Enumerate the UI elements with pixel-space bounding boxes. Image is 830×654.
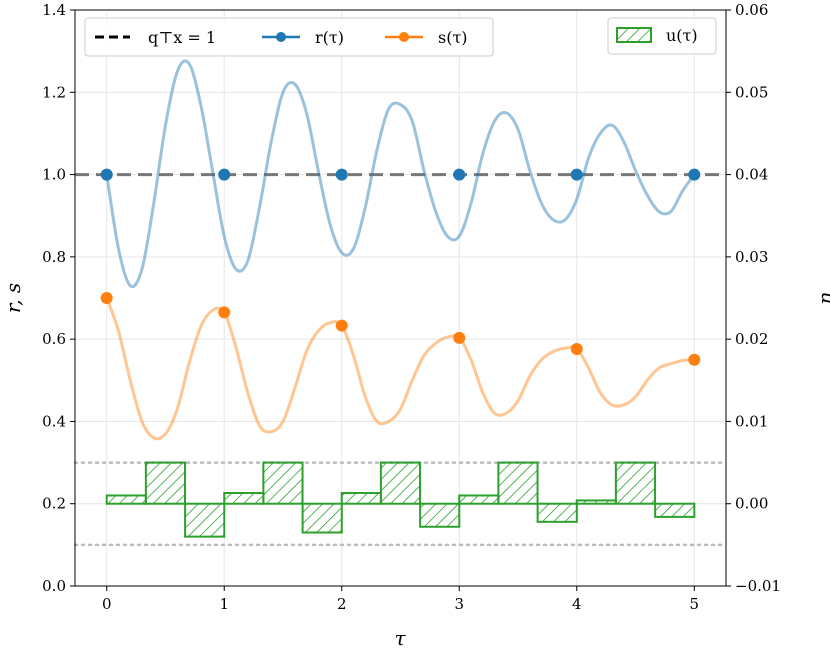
y-tick-label: 1.4 xyxy=(42,1,66,19)
y2-tick-label: 0.00 xyxy=(735,495,768,513)
legend-ref-label: q⊤x = 1 xyxy=(148,28,216,47)
y2-axis-label: u xyxy=(817,292,830,305)
legend-s-marker xyxy=(399,32,409,42)
y-tick-label: 0.2 xyxy=(42,495,66,513)
y-tick-label: 0.4 xyxy=(42,412,66,430)
s-marker xyxy=(218,306,231,319)
r-marker xyxy=(453,168,466,181)
x-tick-label: 3 xyxy=(454,595,464,613)
legend-right: u(τ) xyxy=(607,17,717,55)
ticks-layer: 0 1 2 3 4 5 0.0 0.2 0.4 0.6 0.8 1.0 1.2 1.4 −0.01 0.00 0… xyxy=(42,1,781,613)
u-bar xyxy=(419,502,461,528)
r-marker xyxy=(570,168,583,181)
y-tick-label: 0.6 xyxy=(42,330,66,348)
legend-r-label: r(τ) xyxy=(315,28,344,47)
bars-layer xyxy=(105,461,696,538)
s-marker xyxy=(570,343,583,356)
y2-tick-label: 0.05 xyxy=(735,83,768,101)
s-marker xyxy=(100,292,113,304)
markers-layer xyxy=(100,168,701,366)
y2-tick-label: 0.04 xyxy=(735,166,768,184)
y2-tick-label: −0.01 xyxy=(735,577,781,595)
y2-tick-label: 0.02 xyxy=(735,330,768,348)
u-bar xyxy=(458,494,500,505)
r-series-line xyxy=(105,59,696,288)
s-marker xyxy=(688,353,701,366)
r-marker xyxy=(688,168,701,181)
u-bar xyxy=(340,492,382,505)
y2-tick-label: 0.06 xyxy=(735,1,768,19)
y-tick-label: 1.2 xyxy=(42,83,66,101)
x-axis-label: τ xyxy=(394,626,406,650)
u-bar xyxy=(184,502,226,538)
u-bar xyxy=(262,461,304,505)
s-marker xyxy=(335,319,348,332)
u-bar xyxy=(575,499,617,505)
u-bar xyxy=(536,502,578,523)
legend-u-swatch xyxy=(616,27,652,43)
s-marker xyxy=(453,331,466,344)
r-marker xyxy=(218,168,231,181)
x-tick-label: 4 xyxy=(572,595,582,613)
u-bar xyxy=(105,494,147,505)
y-tick-label: 0.8 xyxy=(42,248,66,266)
y2-tick-label: 0.03 xyxy=(735,248,768,266)
x-tick-label: 2 xyxy=(337,595,347,613)
plot-frame xyxy=(74,9,727,587)
lines-layer xyxy=(75,59,726,441)
x-tick-label: 0 xyxy=(102,595,112,613)
y2-tick-label: 0.01 xyxy=(735,412,768,430)
y-tick-label: 1.0 xyxy=(42,166,66,184)
s-series-line xyxy=(105,297,695,441)
r-marker xyxy=(100,168,113,181)
r-marker xyxy=(335,168,348,181)
u-bar xyxy=(614,461,657,505)
u-bar xyxy=(379,461,422,505)
x-tick-label: 1 xyxy=(219,595,229,613)
y-axis-label: r, s xyxy=(1,283,25,313)
legend-left: q⊤x = 1 r(τ) s(τ) xyxy=(84,17,494,57)
y-tick-label: 0.0 xyxy=(42,577,66,595)
legend-r-marker xyxy=(276,32,286,42)
legend-s-label: s(τ) xyxy=(438,28,468,47)
u-bar xyxy=(497,461,539,505)
u-bar xyxy=(144,461,187,505)
x-tick-label: 5 xyxy=(689,595,699,613)
u-bar xyxy=(301,502,343,534)
legend-u-label: u(τ) xyxy=(666,26,698,45)
u-bar xyxy=(223,492,265,505)
u-bar xyxy=(654,502,696,518)
